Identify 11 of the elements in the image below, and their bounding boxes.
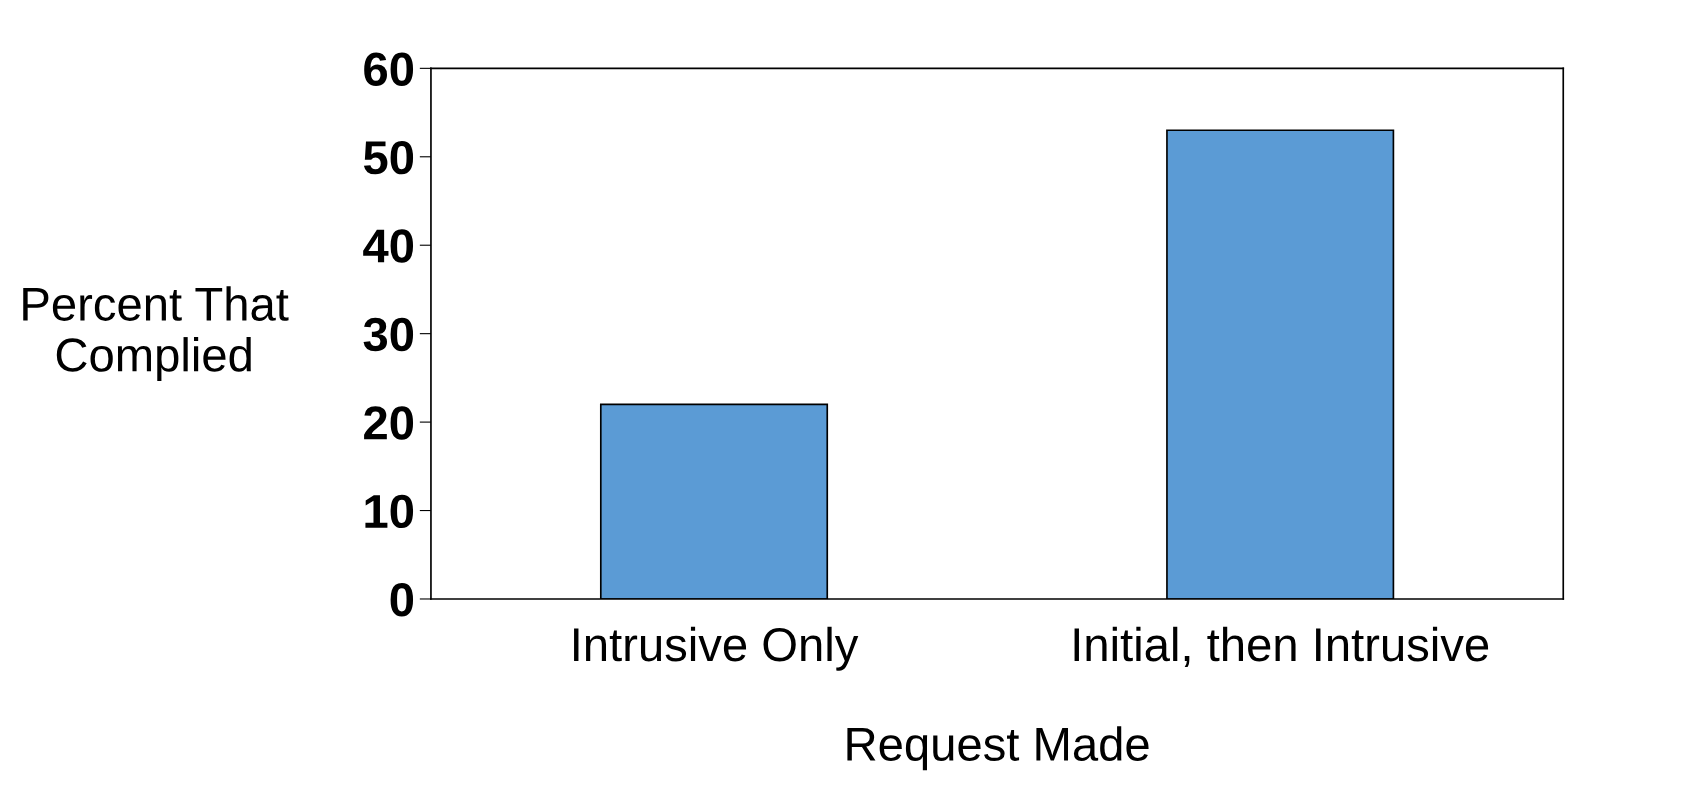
x-tick-label: Intrusive Only xyxy=(574,626,859,671)
y-tick-label: 50 xyxy=(363,140,414,175)
y-tick-label: 20 xyxy=(364,406,414,440)
y-tick-label: 10 xyxy=(365,494,414,529)
y-tick-label: 0 xyxy=(390,583,414,617)
x-axis-title: Request Made xyxy=(847,726,1149,771)
y-axis-title: Percent That Complied xyxy=(23,286,289,382)
x-tick-label: Initial, then Intrusive xyxy=(1074,626,1489,668)
y-tick-label: 40 xyxy=(363,229,414,263)
y-tick-label: 60 xyxy=(364,52,414,86)
y-tick-label: 30 xyxy=(363,317,414,352)
